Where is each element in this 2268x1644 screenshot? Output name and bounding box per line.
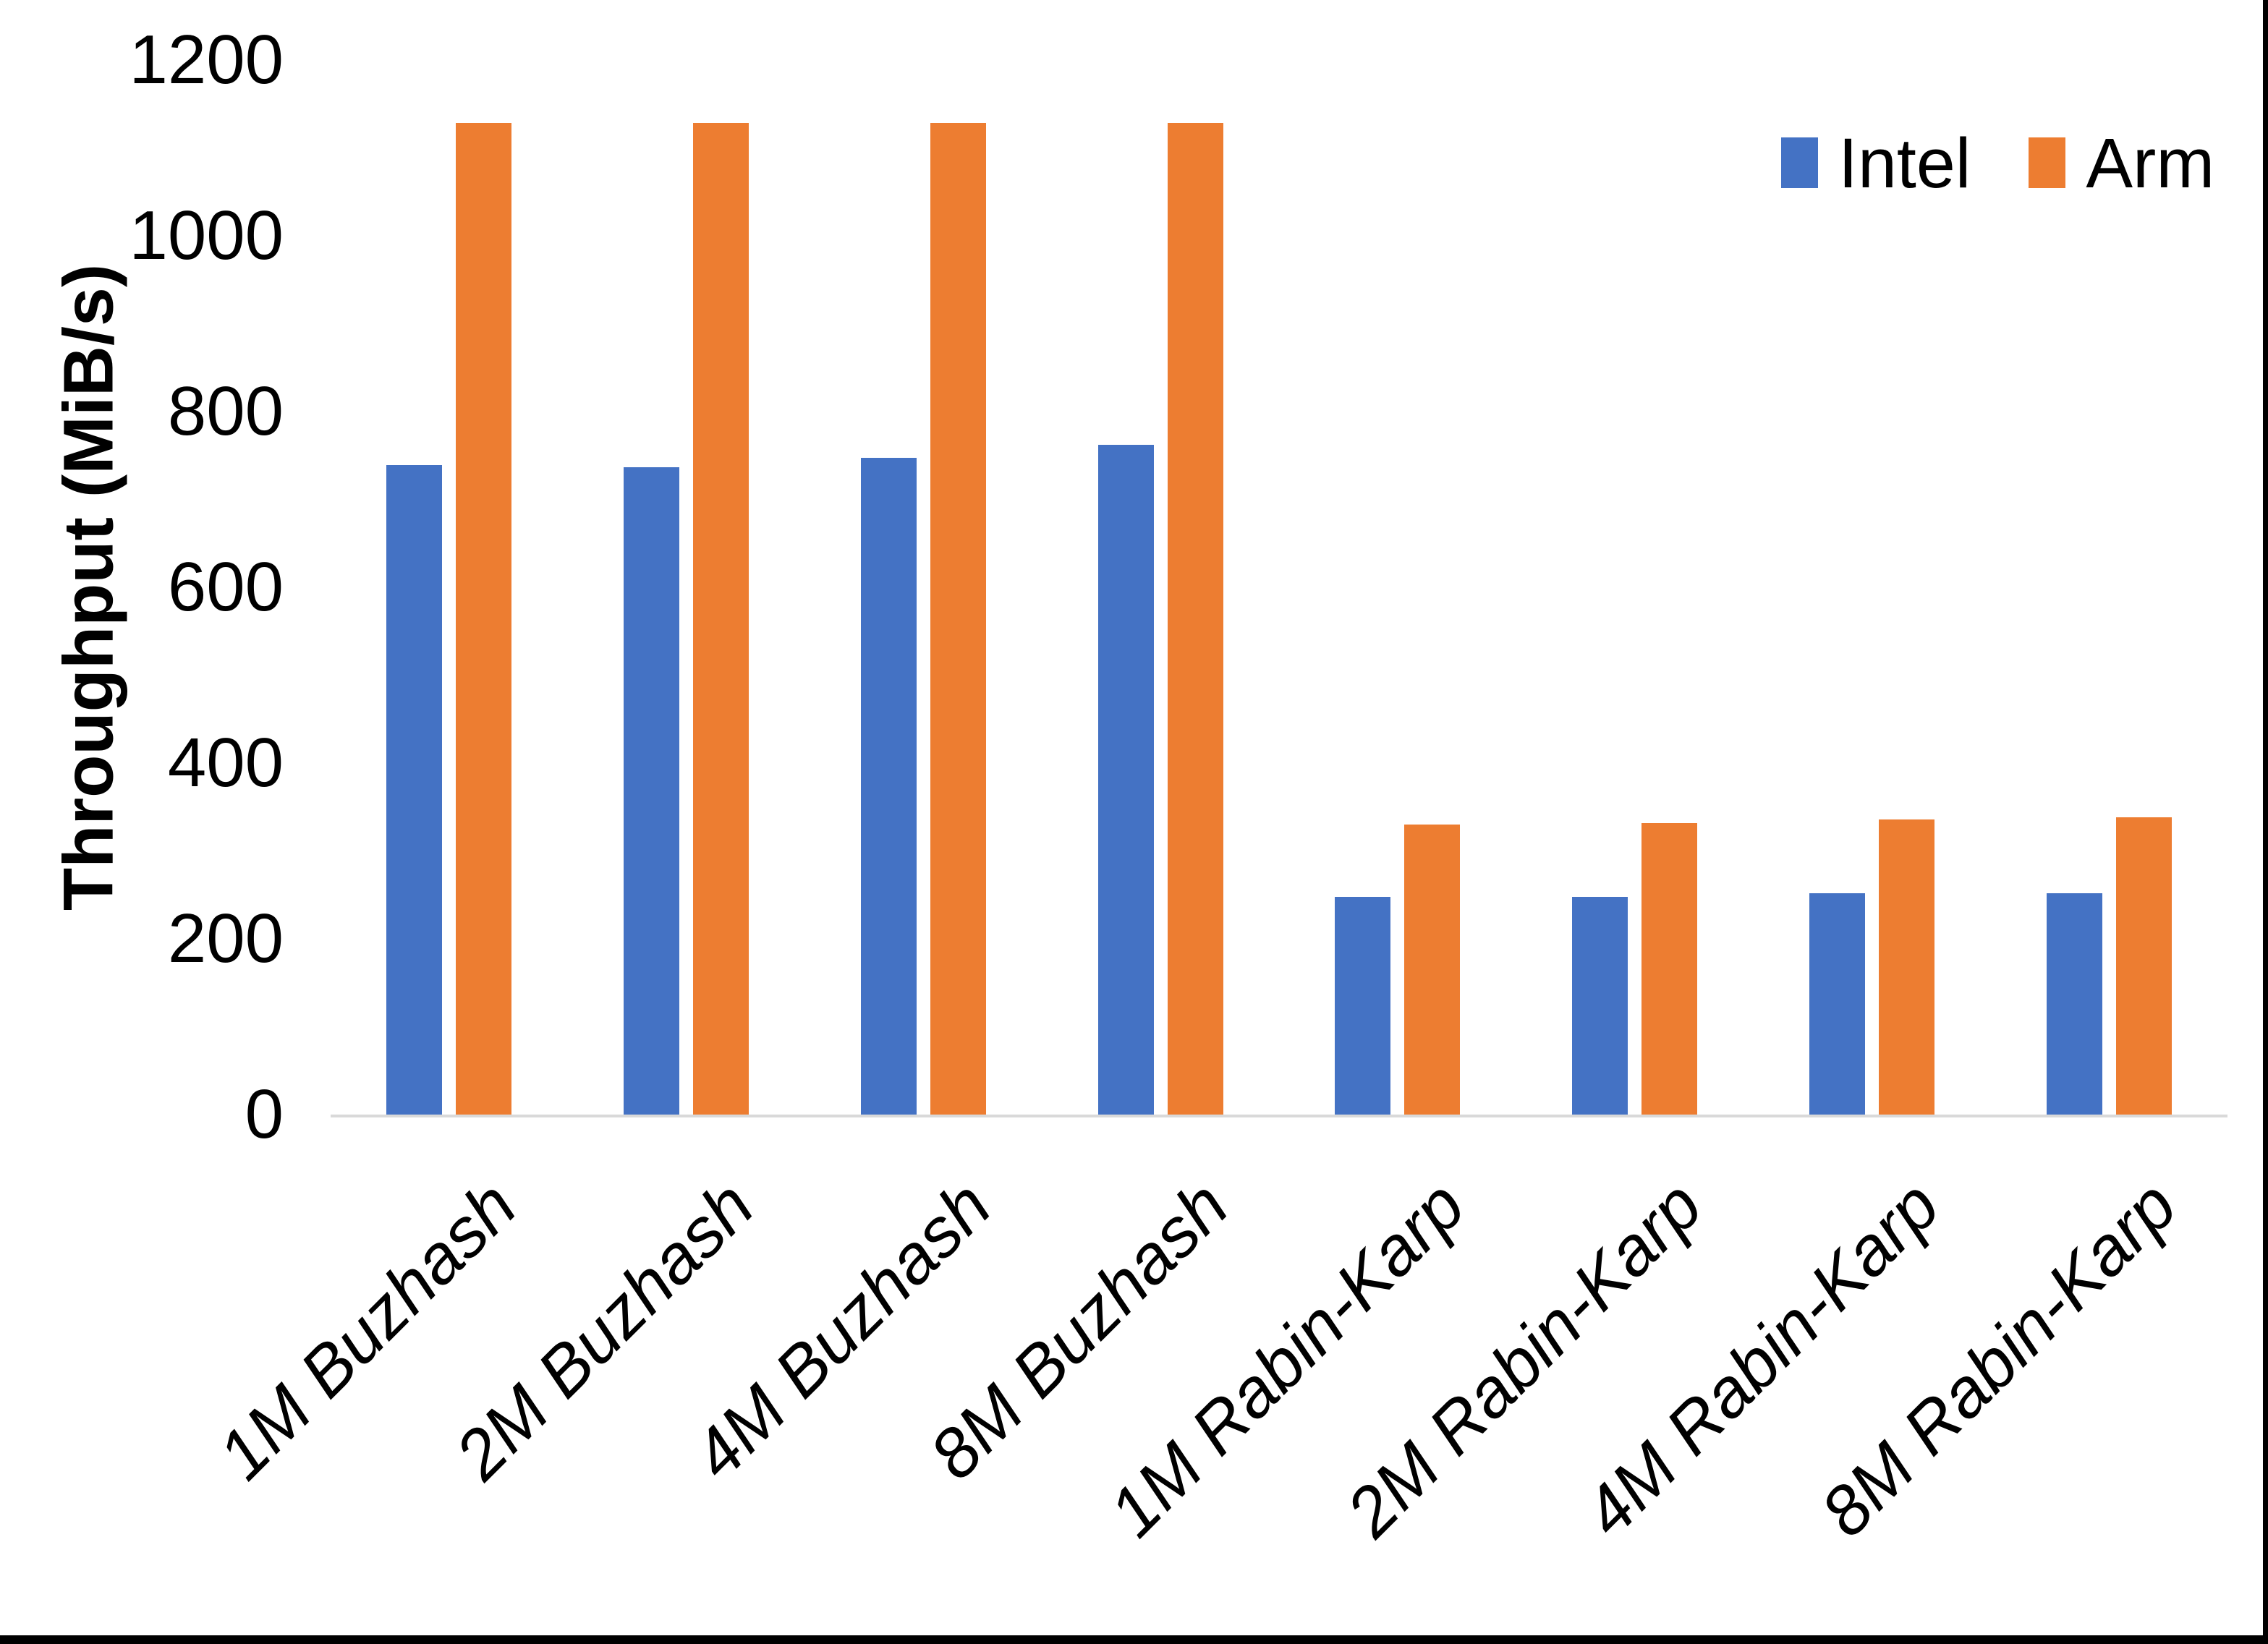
bar-pair <box>2046 60 2172 1115</box>
bar-pair <box>860 60 986 1115</box>
bar-arm-4m-rabin-karp <box>1878 819 1934 1115</box>
bar-group: 8M Rabin-Karp <box>1806 60 2227 1551</box>
y-axis-tick-labels: 0 200 400 600 800 1000 1200 <box>0 25 284 1149</box>
bar-intel-4m-buzhash <box>860 458 917 1115</box>
bar-intel-4m-rabin-karp <box>1809 893 1865 1115</box>
legend: Intel Arm <box>1781 124 2214 201</box>
bar-pair <box>624 60 749 1115</box>
bar-group: 2M Buzhash <box>441 60 805 1494</box>
plot-area: 1M Buzhash 2M Buzhash 4M Buzhash 8M Buzhash… <box>203 60 2227 1551</box>
bar-arm-4m-buzhash <box>930 123 986 1115</box>
bar-pair <box>1809 60 1934 1115</box>
y-tick-label: 800 <box>167 372 284 450</box>
legend-marker-intel <box>1781 137 1818 188</box>
y-tick-label: 200 <box>167 900 284 977</box>
x-axis-line <box>331 1115 2227 1117</box>
bar-arm-8m-rabin-karp <box>2115 817 2172 1115</box>
bar-group: 1M Rabin-Karp <box>1095 60 1516 1551</box>
y-tick-label: 0 <box>245 1076 284 1153</box>
bar-pair <box>386 60 512 1115</box>
y-tick-label: 1000 <box>129 197 284 274</box>
bar-intel-8m-buzhash <box>1097 445 1154 1115</box>
legend-marker-arm <box>2029 137 2066 188</box>
bar-arm-1m-rabin-karp <box>1404 825 1461 1115</box>
legend-label-arm: Arm <box>2086 123 2215 203</box>
bar-intel-1m-buzhash <box>386 465 443 1115</box>
bar-intel-8m-rabin-karp <box>2046 893 2102 1115</box>
bar-groups: 1M Buzhash 2M Buzhash 4M Buzhash 8M Buzhash… <box>203 60 2227 1551</box>
bar-group: 4M Buzhash <box>678 60 1042 1494</box>
legend-item-arm: Arm <box>2029 128 2214 198</box>
bar-arm-2m-buzhash <box>693 123 749 1115</box>
bar-group: 8M Buzhash <box>915 60 1279 1494</box>
bar-group: 4M Rabin-Karp <box>1569 60 1991 1551</box>
y-tick-label: 1200 <box>129 21 284 98</box>
legend-label-intel: Intel <box>1838 123 1971 203</box>
bar-arm-2m-rabin-karp <box>1641 822 1698 1115</box>
bar-intel-2m-buzhash <box>624 467 680 1115</box>
bar-intel-1m-rabin-karp <box>1335 896 1391 1115</box>
bar-group: 2M Rabin-Karp <box>1332 60 1754 1551</box>
y-tick-label: 600 <box>167 548 284 626</box>
bar-pair <box>1572 60 1698 1115</box>
bar-pair <box>1335 60 1461 1115</box>
right-page-border <box>2263 0 2268 1644</box>
bottom-page-border <box>0 1635 2268 1644</box>
bar-intel-2m-rabin-karp <box>1572 896 1628 1115</box>
y-tick-label: 400 <box>167 724 284 801</box>
legend-item-intel: Intel <box>1781 128 1971 198</box>
bar-group: 1M Buzhash <box>203 60 568 1494</box>
bar-pair <box>1097 60 1223 1115</box>
bar-arm-1m-buzhash <box>456 123 512 1115</box>
bar-arm-8m-buzhash <box>1167 123 1223 1115</box>
